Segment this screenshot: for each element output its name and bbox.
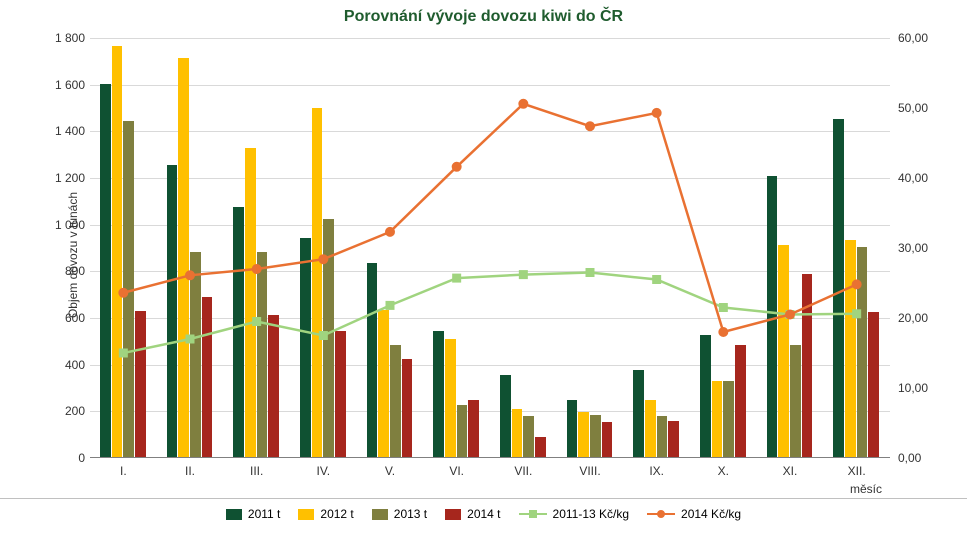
legend-swatch xyxy=(372,509,388,520)
line-marker xyxy=(586,269,594,277)
line-marker xyxy=(519,99,528,108)
legend-label: 2014 Kč/kg xyxy=(681,507,741,521)
legend-line-swatch xyxy=(647,509,675,520)
line-marker xyxy=(519,271,527,279)
line-series xyxy=(123,273,856,354)
line-marker xyxy=(119,349,127,357)
y1-tick-label: 1 800 xyxy=(35,31,85,45)
legend-item: 2014 t xyxy=(445,507,500,521)
x-tick-label: VI. xyxy=(449,464,464,478)
y2-tick-label: 40,00 xyxy=(898,171,928,185)
line-marker xyxy=(186,335,194,343)
line-series xyxy=(123,104,856,332)
x-tick-label: III. xyxy=(250,464,263,478)
x-axis-title: měsíc xyxy=(850,482,882,496)
line-marker xyxy=(253,318,261,326)
plot-area xyxy=(90,38,890,458)
legend-item: 2014 Kč/kg xyxy=(647,507,741,521)
x-tick-label: VIII. xyxy=(579,464,600,478)
legend-label: 2014 t xyxy=(467,507,500,521)
legend-item: 2011 t xyxy=(226,507,280,521)
x-tick-label: XII. xyxy=(848,464,866,478)
y1-tick-label: 400 xyxy=(35,358,85,372)
legend-label: 2011 t xyxy=(248,507,280,521)
x-tick-label: XI. xyxy=(783,464,798,478)
x-tick-label: II. xyxy=(185,464,195,478)
x-tick-label: I. xyxy=(120,464,127,478)
chart-title: Porovnání vývoje dovozu kiwi do ČR xyxy=(0,0,967,26)
line-marker xyxy=(586,122,595,131)
line-marker xyxy=(386,227,395,236)
legend-swatch xyxy=(298,509,314,520)
legend-label: 2011-13 Kč/kg xyxy=(553,507,630,521)
line-marker xyxy=(453,274,461,282)
y2-tick-label: 10,00 xyxy=(898,381,928,395)
line-marker xyxy=(319,332,327,340)
line-marker xyxy=(652,108,661,117)
legend: 2011 t 2012 t 2013 t 2014 t 2011-13 Kč/kg 201… xyxy=(0,498,967,521)
y2-tick-label: 20,00 xyxy=(898,311,928,325)
y1-tick-label: 0 xyxy=(35,451,85,465)
line-marker xyxy=(719,328,728,337)
y2-tick-label: 50,00 xyxy=(898,101,928,115)
line-marker xyxy=(319,255,328,264)
line-marker xyxy=(719,304,727,312)
chart-container: Porovnání vývoje dovozu kiwi do ČR 2011 … xyxy=(0,0,967,538)
line-marker xyxy=(386,301,394,309)
legend-swatch xyxy=(226,509,242,520)
y1-axis-title: Objem dovozu v tunách xyxy=(66,192,80,318)
x-tick-label: IX. xyxy=(649,464,664,478)
legend-item: 2012 t xyxy=(298,507,353,521)
line-marker xyxy=(186,271,195,280)
legend-line-swatch xyxy=(519,509,547,520)
y1-tick-label: 1 200 xyxy=(35,171,85,185)
line-marker xyxy=(252,265,261,274)
y1-tick-label: 1 600 xyxy=(35,78,85,92)
legend-item: 2013 t xyxy=(372,507,427,521)
legend-label: 2012 t xyxy=(320,507,353,521)
line-marker xyxy=(853,310,861,318)
legend-item: 2011-13 Kč/kg xyxy=(519,507,630,521)
legend-label: 2013 t xyxy=(394,507,427,521)
x-tick-label: VII. xyxy=(514,464,532,478)
x-tick-label: IV. xyxy=(317,464,331,478)
line-marker xyxy=(452,162,461,171)
x-tick-label: V. xyxy=(385,464,395,478)
line-marker xyxy=(653,276,661,284)
y2-tick-label: 60,00 xyxy=(898,31,928,45)
y2-tick-label: 30,00 xyxy=(898,241,928,255)
legend-swatch xyxy=(445,509,461,520)
y1-tick-label: 200 xyxy=(35,404,85,418)
line-marker xyxy=(852,280,861,289)
line-marker xyxy=(119,288,128,297)
line-marker xyxy=(786,310,795,319)
x-tick-label: X. xyxy=(718,464,729,478)
y1-tick-label: 1 400 xyxy=(35,124,85,138)
y2-tick-label: 0,00 xyxy=(898,451,921,465)
line-layer xyxy=(90,38,890,458)
